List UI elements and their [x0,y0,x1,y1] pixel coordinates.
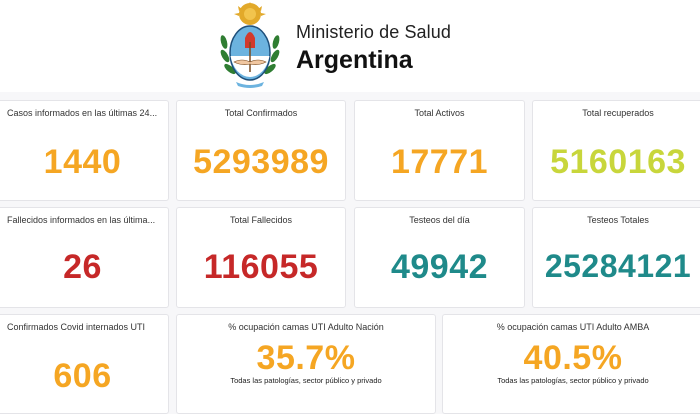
card-value: 35.7% [256,339,356,377]
card-title: Total Fallecidos [229,215,293,225]
card-subtitle: Todas las patologías, sector público y p… [230,376,382,385]
stat-card-deaths-reported: Fallecidos informados en las última... 2… [0,207,169,308]
stat-card-total-tests: Testeos Totales 25284121 [532,207,700,308]
card-subtitle: Todas las patologías, sector público y p… [497,376,649,385]
card-value: 26 [63,248,102,286]
card-title: Fallecidos informados en las última... [7,215,156,225]
ministry-name: Ministerio de Salud [296,22,451,42]
stat-card-icu-covid: Confirmados Covid internados UTI 606 [0,314,169,414]
card-title: % ocupación camas UTI Adulto AMBA [496,322,650,332]
stat-card-cases-24h: Casos informados en las últimas 24... 14… [0,100,169,201]
card-value: 606 [53,357,112,395]
card-title: % ocupación camas UTI Adulto Nación [228,322,384,332]
coat-of-arms-logo [220,2,280,88]
card-title: Total recuperados [582,108,654,118]
card-title: Total Activos [414,108,465,118]
card-value: 5160163 [550,143,686,181]
card-value: 5293989 [193,143,329,181]
stat-card-total-recovered: Total recuperados 5160163 [532,100,700,201]
card-title: Testeos del día [409,215,470,225]
stat-card-icu-occupancy-nation: % ocupación camas UTI Adulto Nación 35.7… [176,314,436,414]
country-name: Argentina [296,46,413,74]
card-value: 1440 [43,143,122,181]
card-value: 25284121 [544,248,692,284]
card-title: Casos informados en las últimas 24... [7,108,158,118]
stat-card-total-active: Total Activos 17771 [354,100,525,201]
card-title: Total Confirmados [224,108,298,118]
card-value: 17771 [390,143,489,181]
stat-card-total-deaths: Total Fallecidos 116055 [176,207,346,308]
card-value: 40.5% [523,339,623,377]
card-value: 49942 [390,248,489,286]
card-value: 116055 [203,248,319,286]
header-banner: Ministerio de Salud Argentina [0,0,700,92]
card-title: Testeos Totales [587,215,649,225]
card-title: Confirmados Covid internados UTI [7,322,146,332]
stat-card-icu-occupancy-amba: % ocupación camas UTI Adulto AMBA 40.5% … [442,314,700,414]
stat-card-total-confirmed: Total Confirmados 5293989 [176,100,346,201]
stat-card-daily-tests: Testeos del día 49942 [354,207,525,308]
